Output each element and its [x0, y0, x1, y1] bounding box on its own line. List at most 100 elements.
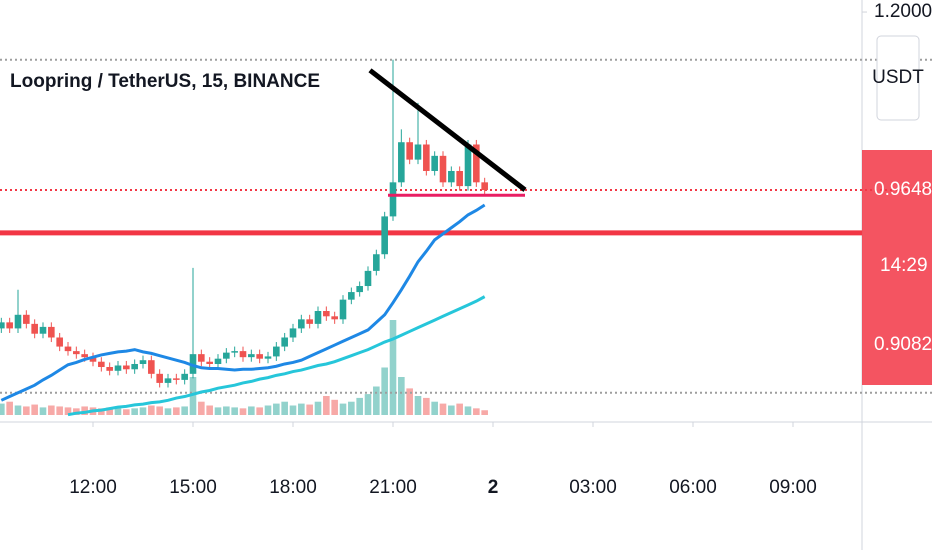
candle-body: [281, 337, 288, 347]
volume-bar: [156, 406, 163, 415]
candle-body: [14, 314, 22, 329]
currency-label[interactable]: USDT: [872, 67, 924, 88]
volume-bar: [473, 408, 480, 415]
candle-body: [0, 322, 5, 329]
candle-body: [456, 170, 463, 187]
volume-bar: [373, 386, 380, 415]
candle-body: [106, 367, 113, 371]
volume-bar: [231, 407, 238, 415]
volume-bar: [289, 405, 297, 415]
candle-body: [364, 270, 372, 287]
candle-body: [114, 365, 122, 371]
candle-body: [98, 361, 105, 368]
candle-body: [406, 142, 413, 160]
candle-body: [64, 346, 72, 352]
candle-body: [423, 144, 430, 171]
volume-bar: [164, 408, 172, 415]
candle-body: [214, 358, 222, 364]
candle-body: [448, 170, 455, 183]
candle-body: [414, 144, 422, 160]
volume-bar: [189, 377, 197, 415]
price-label-box: [862, 150, 932, 385]
candle-body: [156, 373, 163, 383]
volume-bar: [139, 407, 147, 415]
candle-body: [273, 346, 280, 357]
volume-bar: [73, 408, 80, 415]
moving-average: [0, 203, 486, 402]
candle-body: [39, 326, 47, 334]
volume-bar: [298, 403, 305, 415]
volume-bar: [273, 403, 280, 415]
candle-body: [31, 323, 38, 334]
volume-bar: [206, 405, 213, 415]
volume-bar: [356, 397, 363, 415]
candle-body: [223, 352, 230, 359]
candle-body: [323, 311, 330, 317]
volume-bar: [114, 408, 122, 415]
volume-bar: [131, 408, 138, 415]
candle-body: [348, 292, 355, 300]
candle-body: [473, 144, 480, 183]
volume-bar: [431, 401, 438, 415]
candle-body: [181, 373, 188, 380]
volume-bar: [39, 407, 47, 415]
candle-body: [381, 216, 388, 255]
candle-body: [231, 351, 238, 353]
volume-bar: [456, 403, 463, 415]
volume-bar: [281, 401, 288, 415]
x-tick-label: 21:00: [369, 477, 417, 498]
candle-body: [173, 378, 180, 380]
x-tick-label: 18:00: [269, 477, 317, 498]
candle-body: [248, 354, 255, 358]
volume-bar: [81, 406, 88, 415]
candle-body: [439, 155, 447, 183]
volume-bar: [423, 397, 430, 415]
candle-body: [148, 360, 155, 374]
volume-bar: [14, 405, 22, 415]
candle-body: [139, 360, 147, 364]
candle-body: [6, 322, 13, 329]
trend-line: [368, 68, 527, 192]
volume-bar: [106, 407, 113, 415]
candle-body: [356, 286, 363, 293]
candle-body: [289, 328, 297, 338]
volume-bar: [48, 405, 55, 415]
x-tick-label: 12:00: [69, 477, 117, 498]
candle-body: [81, 354, 88, 358]
volume-bar: [439, 403, 447, 415]
volume-bar: [0, 403, 5, 415]
volume-bar: [481, 410, 488, 415]
volume-bar: [181, 406, 188, 415]
candle-body: [48, 326, 55, 338]
volume-bar: [464, 406, 472, 415]
currency-button[interactable]: [876, 35, 920, 121]
y-tick-label: 1.2000: [874, 1, 932, 22]
candle-body: [73, 351, 80, 355]
candle-body: [389, 182, 397, 217]
volume-bar: [173, 407, 180, 415]
x-tick-label: 09:00: [769, 477, 817, 498]
volume-bar: [98, 408, 105, 415]
candle-body: [481, 182, 488, 191]
volume-bar: [306, 404, 313, 415]
candle-body: [131, 363, 138, 370]
candle-body: [398, 142, 405, 183]
candle-body: [123, 365, 130, 370]
volume-bar: [364, 394, 372, 415]
volume-bar: [23, 406, 30, 415]
x-tick-label: 03:00: [569, 477, 617, 498]
volume-bar: [223, 406, 230, 415]
volume-bar: [148, 405, 155, 415]
volume-bar: [389, 320, 397, 415]
volume-bar: [398, 377, 405, 415]
volume-bar: [448, 405, 455, 415]
volume-bar: [323, 396, 330, 415]
volume-bar: [331, 399, 338, 415]
volume-bar: [31, 404, 38, 415]
moving-average: [67, 295, 486, 417]
candle-body: [464, 144, 472, 187]
x-tick-label: 06:00: [669, 477, 717, 498]
x-tick-label: 2: [488, 477, 499, 498]
